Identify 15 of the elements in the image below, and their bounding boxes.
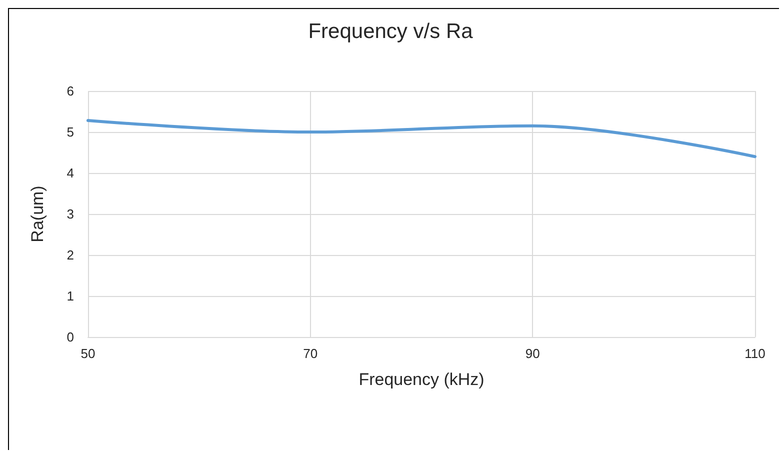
x-tick-label: 70: [303, 346, 318, 361]
x-tick-label: 50: [80, 346, 96, 361]
x-axis-title: Frequency (kHz): [358, 370, 484, 389]
y-tick-label: 0: [66, 330, 74, 344]
y-tick-label: 6: [66, 84, 74, 98]
y-tick-label: 4: [66, 166, 74, 180]
line-series: [86, 119, 756, 158]
x-tick-label: 110: [744, 346, 766, 361]
chart-title: Frequency v/s Ra: [308, 20, 474, 43]
x-tick-label: 90: [525, 346, 540, 361]
y-tick-label: 1: [66, 288, 74, 304]
y-axis-title: Ra(um): [28, 186, 47, 242]
y-tick-label: 3: [66, 206, 74, 222]
y-tick-label: 2: [66, 248, 74, 262]
y-tick-label: 5: [66, 124, 74, 140]
